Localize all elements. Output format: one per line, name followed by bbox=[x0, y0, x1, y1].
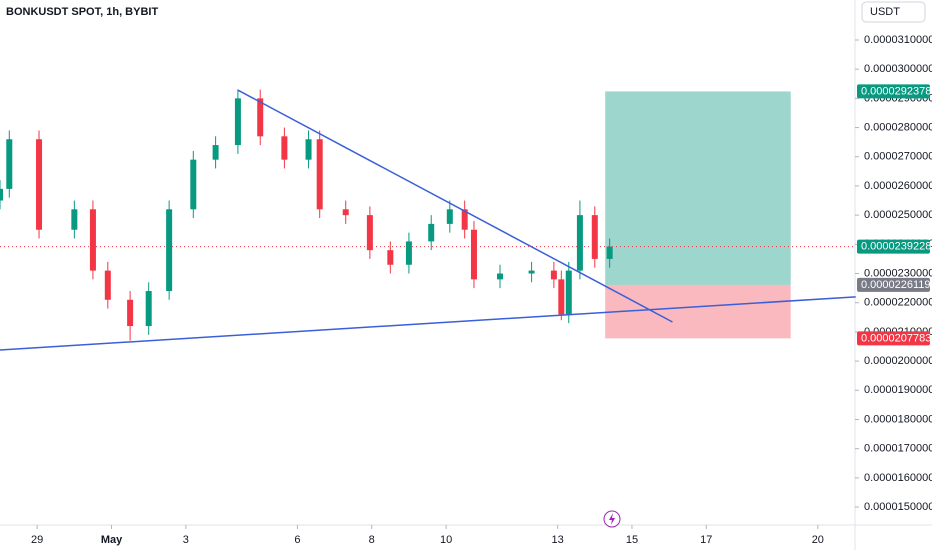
candle-body bbox=[591, 215, 598, 259]
candle-body bbox=[528, 270, 535, 274]
candle-body bbox=[305, 139, 312, 160]
candle-body bbox=[6, 139, 13, 189]
stop-price-label: 0.0000207783 bbox=[861, 332, 931, 344]
candle-body bbox=[565, 270, 572, 315]
lightning-glyph bbox=[609, 513, 615, 525]
candle-body bbox=[145, 291, 152, 327]
y-tick-label: 0.0000300000 bbox=[864, 63, 932, 75]
x-tick-label: 8 bbox=[369, 534, 375, 546]
candle-body bbox=[428, 223, 435, 242]
candle-body bbox=[387, 250, 394, 265]
y-tick-label: 0.0000310000 bbox=[864, 34, 932, 46]
candle-body bbox=[366, 215, 373, 251]
x-tick-label: 15 bbox=[626, 534, 638, 546]
x-tick-label: May bbox=[101, 534, 123, 546]
y-tick-label: 0.0000280000 bbox=[864, 121, 932, 133]
current-price-box bbox=[857, 239, 930, 254]
candle-body bbox=[606, 246, 613, 259]
candle-body bbox=[0, 188, 3, 201]
candle-body bbox=[71, 209, 78, 230]
currency-button[interactable] bbox=[861, 1, 926, 23]
candle-body bbox=[576, 215, 583, 271]
candle-body bbox=[461, 209, 468, 230]
entry-price-label: 0.0000226119 bbox=[861, 279, 931, 291]
candle-body bbox=[104, 270, 111, 300]
candle-body bbox=[212, 145, 219, 160]
x-tick-label: 3 bbox=[183, 534, 189, 546]
candle-body bbox=[558, 279, 565, 315]
stop-price-box bbox=[857, 331, 930, 346]
x-tick-label: 10 bbox=[440, 534, 452, 546]
currency-label[interactable]: USDT bbox=[870, 6, 900, 18]
current-price-label: 0.0000239228 bbox=[861, 240, 931, 252]
y-tick-label: 0.0000230000 bbox=[864, 267, 932, 279]
chart-title: BONKUSDT SPOT, 1h, BYBIT bbox=[6, 6, 158, 18]
trendline bbox=[0, 296, 856, 351]
candle-body bbox=[127, 299, 134, 327]
target-price-label: 0.0000292378 bbox=[861, 85, 931, 97]
candle-body bbox=[190, 159, 197, 210]
y-tick-label: 0.0000180000 bbox=[864, 413, 932, 425]
x-tick-label: 13 bbox=[551, 534, 563, 546]
y-tick-label: 0.0000200000 bbox=[864, 355, 932, 367]
x-tick-label: 29 bbox=[31, 534, 43, 546]
target-zone bbox=[605, 91, 791, 285]
trendline bbox=[237, 89, 673, 323]
y-tick-label: 0.0000270000 bbox=[864, 151, 932, 163]
y-tick-label: 0.0000220000 bbox=[864, 297, 932, 309]
candle-body bbox=[405, 241, 412, 265]
entry-price-box bbox=[857, 277, 930, 292]
y-tick-label: 0.0000250000 bbox=[864, 209, 932, 221]
y-tick-label: 0.0000160000 bbox=[864, 472, 932, 484]
candle-body bbox=[166, 209, 173, 292]
candle-body bbox=[446, 209, 453, 224]
y-tick-label: 0.0000170000 bbox=[864, 443, 932, 455]
candle-body bbox=[281, 136, 288, 160]
x-tick-label: 6 bbox=[294, 534, 300, 546]
y-tick-label: 0.0000150000 bbox=[864, 501, 932, 513]
candle-body bbox=[550, 270, 557, 280]
candle-body bbox=[36, 139, 43, 230]
candle-body bbox=[316, 139, 323, 210]
target-price-box bbox=[857, 84, 930, 99]
candle-body bbox=[89, 209, 96, 271]
candle-body bbox=[342, 209, 349, 216]
y-tick-label: 0.0000260000 bbox=[864, 180, 932, 192]
x-tick-label: 20 bbox=[812, 534, 824, 546]
x-tick-label: 17 bbox=[700, 534, 712, 546]
y-tick-label: 0.0000190000 bbox=[864, 384, 932, 396]
candle-body bbox=[470, 229, 477, 280]
stop-zone bbox=[605, 284, 791, 339]
candle-body bbox=[234, 98, 241, 146]
candle-body bbox=[257, 98, 264, 137]
candle-body bbox=[496, 273, 503, 280]
